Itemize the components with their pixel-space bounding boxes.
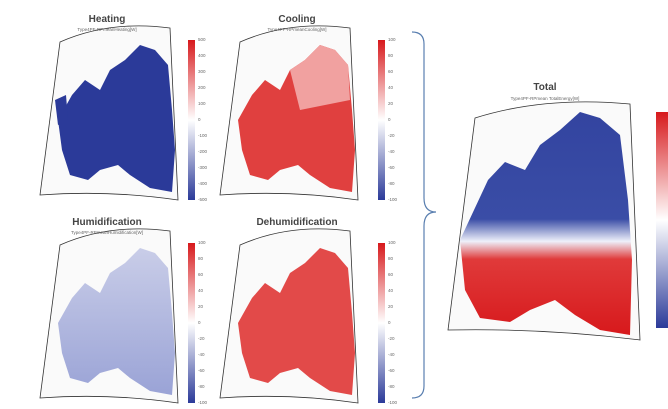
colorbar-tick-label: -80 [198,384,205,389]
colorbar-tick-label: -20 [198,336,205,341]
colorbar-tick-label: 80 [388,256,394,261]
colorbar-tick-label: 40 [198,288,204,293]
colorbar-tick-label: 0 [198,117,201,122]
bracket [411,31,437,399]
colorbar-tick-label: -300 [198,165,208,170]
heating-colorbar [188,40,195,200]
dehumidification-colorbar [378,243,385,403]
cooling-colorbar [378,40,385,200]
dehumidification-land [238,248,355,395]
colorbar-tick-label: -60 [388,165,395,170]
colorbar-tick-label: -100 [388,197,398,202]
heating-uk [55,95,68,125]
cooling-north [290,45,350,110]
heating-land [58,45,175,192]
colorbar-tick-label: 40 [388,288,394,293]
colorbar-tick-label: -20 [388,133,395,138]
heating-map [39,25,179,201]
colorbar-tick-label: 200 [198,85,206,90]
colorbar-tick-label: -500 [198,197,208,202]
colorbar-tick-label: -60 [198,368,205,373]
colorbar-tick-label: 20 [388,304,394,309]
total-subtitle: Type4PF-RPmean TotalEnergy[W] [510,96,580,101]
colorbar-tick-label: 100 [198,240,206,245]
colorbar-tick-label: 0 [198,320,201,325]
dehumidification-title: Dehumidification [256,217,338,228]
colorbar-tick-label: 100 [388,37,396,42]
colorbar-tick-label: 100 [198,101,206,106]
cooling-map [219,25,359,201]
colorbar-tick-label: 60 [198,272,204,277]
humidification-title: Humidification [72,217,142,228]
total-colorbar [656,112,668,328]
colorbar-tick-label: 20 [388,101,394,106]
colorbar-tick-label: 20 [198,304,204,309]
colorbar-tick-label: 500 [198,37,206,42]
colorbar-tick-label: 100 [388,240,396,245]
total-land [460,112,632,335]
humidification-map [39,228,179,404]
colorbar-tick-label: 60 [388,69,394,74]
total-title: Total [533,82,557,93]
colorbar-tick-label: -20 [388,336,395,341]
total-map [447,101,641,341]
heating-title: Heating [88,14,126,25]
cooling-title: Cooling [278,14,316,25]
colorbar-tick-label: -80 [388,384,395,389]
dehumidification-map [219,228,359,404]
colorbar-tick-label: -80 [388,181,395,186]
colorbar-tick-label: 80 [198,256,204,261]
colorbar-tick-label: -100 [388,400,398,405]
colorbar-tick-label: -100 [198,133,208,138]
colorbar-tick-label: -60 [388,368,395,373]
colorbar-tick-label: 0 [388,117,391,122]
cooling-subtitle: Type4PF-RPmeanCooling[W] [267,27,327,32]
colorbar-tick-label: -40 [388,149,395,154]
colorbar-tick-label: 80 [388,53,394,58]
colorbar-tick-label: -100 [198,400,208,405]
colorbar-tick-label: 300 [198,69,206,74]
colorbar-tick-label: -40 [388,352,395,357]
colorbar-tick-label: 60 [388,272,394,277]
colorbar-tick-label: 0 [388,320,391,325]
humidification-colorbar [188,243,195,403]
colorbar-tick-label: 400 [198,53,206,58]
colorbar-tick-label: 40 [388,85,394,90]
colorbar-tick-label: -40 [198,352,205,357]
humidification-subtitle: Type4PF-RPmeanHumidification[W] [70,230,144,235]
humidification-land [58,248,175,395]
heating-subtitle: Type4PF-RPmeanHeating[W] [77,27,137,32]
colorbar-tick-label: -400 [198,181,208,186]
colorbar-tick-label: -200 [198,149,208,154]
